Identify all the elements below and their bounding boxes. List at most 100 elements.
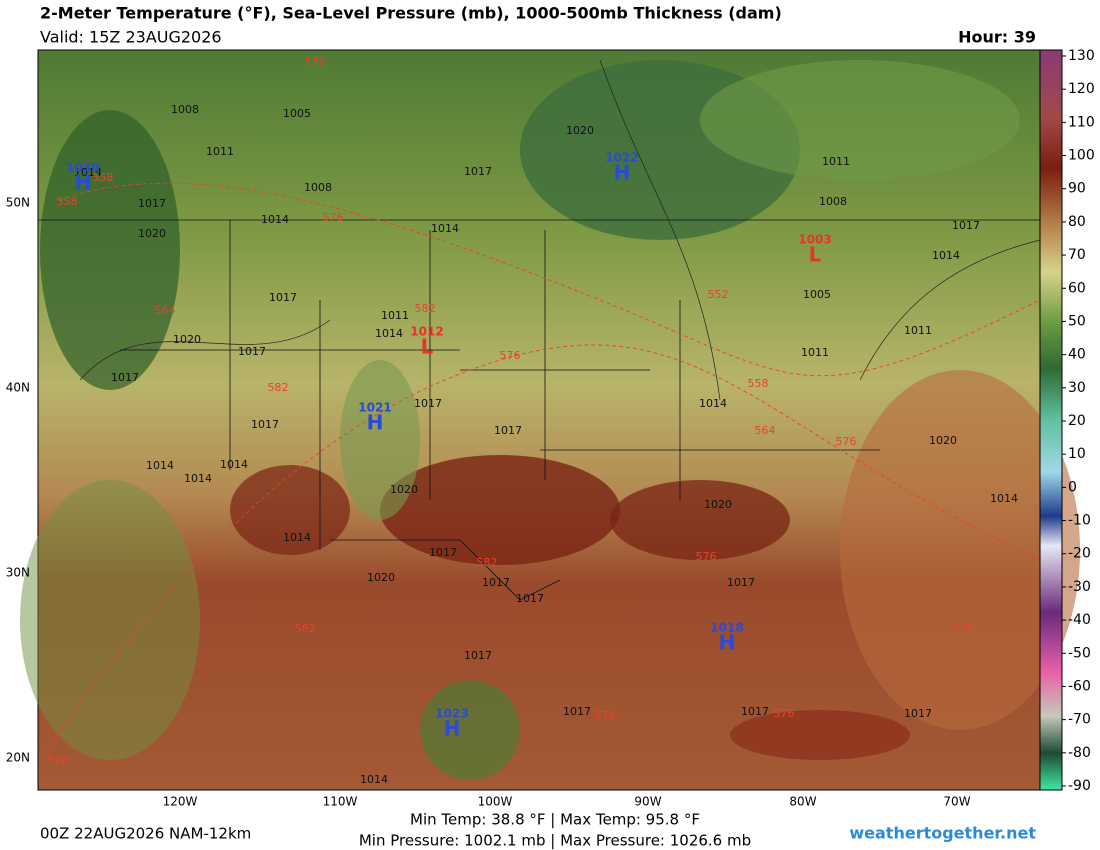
colorbar-tick-label: 40 (1068, 347, 1086, 363)
thickness-label: 558 (93, 171, 114, 184)
isobar-label: 1005 (283, 107, 311, 120)
colorbar-tick-label: 100 (1068, 148, 1095, 164)
isobar-label: 1017 (494, 424, 522, 437)
colorbar-tick-label: 50 (1068, 313, 1086, 329)
isobar-label: 1017 (414, 397, 442, 410)
thickness-label: 576 (836, 435, 857, 448)
pressure-range: Min Pressure: 1002.1 mb | Max Pressure: … (359, 832, 751, 850)
center-symbol: H (614, 161, 631, 185)
colorbar-tick-label: -70 (1068, 712, 1091, 728)
colorbar-tick-label: -90 (1068, 778, 1091, 794)
isobar-label: 1014 (283, 531, 311, 544)
isobar-label: 1014 (932, 249, 960, 262)
site-name[interactable]: weathertogether.net (849, 824, 1036, 843)
thickness-label: 558 (748, 377, 769, 390)
colorbar-tick-label: 20 (1068, 413, 1086, 429)
colorbar-tick-label: 130 (1068, 48, 1095, 64)
isobar-label: 1017 (138, 197, 166, 210)
thickness-label: 570 (305, 56, 326, 69)
isobar-label: 1014 (261, 213, 289, 226)
temp-range: Min Temp: 38.8 °F | Max Temp: 95.8 °F (410, 811, 700, 829)
isobar-label: 1017 (464, 165, 492, 178)
thickness-label: 576 (323, 211, 344, 224)
isobar-label: 1017 (251, 418, 279, 431)
isobar-label: 1017 (563, 705, 591, 718)
thickness-label: 564 (755, 424, 776, 437)
isobar-label: 1017 (482, 576, 510, 589)
colorbar (1039, 49, 1063, 791)
isobar-label: 1017 (238, 345, 266, 358)
colorbar-tick-label: -80 (1068, 745, 1091, 761)
center-value: 1023 (435, 707, 468, 721)
latitude-label: 50N (6, 196, 30, 210)
longitude-label: 80W (789, 795, 816, 809)
center-value: 1003 (798, 233, 831, 247)
isobar-label: 1017 (429, 546, 457, 559)
isobar-label: 1011 (801, 346, 829, 359)
isobar-label: 1020 (704, 498, 732, 511)
colorbar-tick-label: -50 (1068, 645, 1091, 661)
longitude-label: 70W (943, 795, 970, 809)
colorbar-tick-label: -10 (1068, 513, 1091, 529)
title: 2-Meter Temperature (°F), Sea-Level Pres… (40, 4, 782, 23)
longitude-label: 110W (323, 795, 358, 809)
colorbar-tick-label: -40 (1068, 612, 1091, 628)
isobar-label: 1014 (375, 327, 403, 340)
center-symbol: H (75, 171, 92, 195)
forecast-hour: Hour: 39 (958, 28, 1036, 47)
thickness-label: 576 (47, 754, 68, 767)
thickness-label: 576 (953, 621, 974, 634)
longitude-label: 100W (478, 795, 513, 809)
isobar-label: 1017 (904, 707, 932, 720)
colorbar-tick-label: 90 (1068, 181, 1086, 197)
isobar-label: 1014 (431, 222, 459, 235)
thickness-label: 576 (500, 349, 521, 362)
colorbar-tick-label: 0 (1068, 479, 1077, 495)
isobar-label: 1005 (803, 288, 831, 301)
center-symbol: H (367, 411, 384, 435)
isobar-label: 1020 (138, 227, 166, 240)
isobar-label: 1020 (929, 434, 957, 447)
center-symbol: H (444, 717, 461, 741)
center-value: 1030 (66, 161, 99, 175)
latitude-label: 20N (6, 751, 30, 765)
isobar-label: 1014 (699, 397, 727, 410)
thickness-label: 558 (57, 195, 78, 208)
valid-time: Valid: 15Z 23AUG2026 (40, 28, 222, 47)
isobar-label: 1014 (360, 773, 388, 786)
center-value: 1012 (410, 325, 443, 339)
colorbar-tick-label: 10 (1068, 446, 1086, 462)
isobar-label: 1020 (390, 483, 418, 496)
isobar-label: 1017 (727, 576, 755, 589)
isobar-label: 1020 (367, 571, 395, 584)
colorbar-tick-label: -60 (1068, 678, 1091, 694)
isobar-label: 1014 (220, 458, 248, 471)
isobar-label: 1017 (952, 219, 980, 232)
map (20, 49, 1080, 791)
colorbar-tick-label: -20 (1068, 546, 1091, 562)
center-symbol: L (421, 335, 434, 359)
isobar-label: 1020 (566, 124, 594, 137)
isobar-label: 1017 (464, 649, 492, 662)
center-value: 1022 (605, 151, 638, 165)
colorbar-tick-label: 30 (1068, 380, 1086, 396)
colorbar-tick-label: 110 (1068, 114, 1095, 130)
center-value: 1021 (358, 401, 391, 415)
thickness-label: 582 (415, 302, 436, 315)
isobar-label: 1011 (904, 324, 932, 337)
isobar-label: 1008 (304, 181, 332, 194)
isobar-label: 1020 (173, 333, 201, 346)
thickness-label: 576 (774, 707, 795, 720)
thickness-label: 582 (268, 381, 289, 394)
longitude-label: 120W (163, 795, 198, 809)
center-symbol: H (719, 631, 736, 655)
latitude-label: 30N (6, 566, 30, 580)
isobar-label: 1017 (741, 705, 769, 718)
colorbar-tick-label: 60 (1068, 280, 1086, 296)
colorbar-tick-label: 70 (1068, 247, 1086, 263)
isobar-label: 1017 (516, 592, 544, 605)
thickness-label: 576 (696, 550, 717, 563)
thickness-label: 582 (295, 622, 316, 635)
thickness-label: 582 (477, 556, 498, 569)
